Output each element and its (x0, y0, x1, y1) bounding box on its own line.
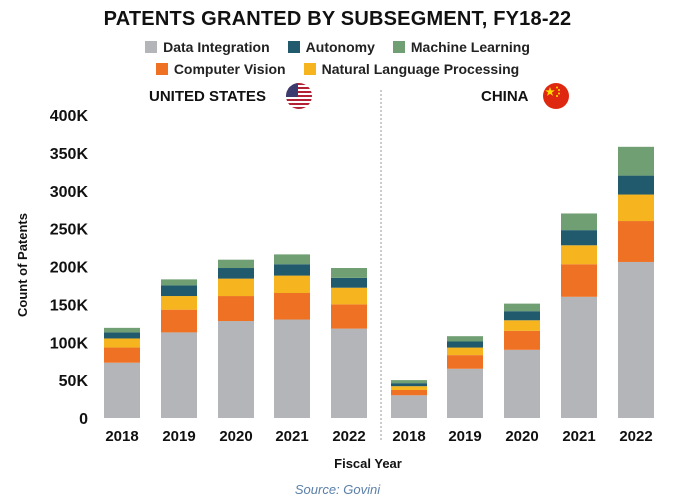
bar-segment-autonomy (218, 268, 254, 279)
bar-segment-data-integration (504, 349, 540, 418)
bar-segment-data-integration (618, 261, 654, 418)
y-tick-label: 350K (50, 146, 89, 163)
bar-segment-machine-learning (447, 336, 483, 342)
bar-segment-data-integration (104, 362, 140, 418)
bar-segment-natural-language-processing (161, 296, 197, 310)
y-tick-label: 50K (59, 373, 89, 390)
legend-label-computer-vision: Computer Vision (173, 61, 286, 77)
bar-segment-machine-learning (561, 213, 597, 231)
bar-segment-autonomy (391, 383, 427, 387)
bar-segment-autonomy (504, 311, 540, 321)
bar-segment-computer-vision (104, 347, 140, 363)
bar-segment-data-integration (447, 368, 483, 418)
bar-segment-computer-vision (161, 309, 197, 333)
y-tick-label: 0 (79, 411, 88, 428)
bar-segment-autonomy (104, 332, 140, 339)
legend-label-machine-learning: Machine Learning (410, 39, 530, 55)
y-tick-label: 250K (50, 222, 89, 239)
bar-segment-autonomy (447, 341, 483, 348)
x-tick-label: 2019 (448, 428, 481, 445)
bar-segment-data-integration (331, 328, 367, 418)
region-label-china: CHINA (481, 88, 529, 105)
bar-segment-machine-learning (618, 146, 654, 176)
legend-item-nlp: Natural Language Processing (303, 61, 520, 77)
x-tick-label: 2020 (219, 428, 252, 445)
legend-label-data-integration: Data Integration (163, 39, 270, 55)
legend-item-autonomy: Autonomy (287, 39, 375, 55)
bars (104, 146, 654, 418)
legend-item-machine-learning: Machine Learning (392, 39, 530, 55)
x-tick-label: 2021 (275, 428, 308, 445)
bar-segment-natural-language-processing (561, 245, 597, 265)
bar-segment-machine-learning (274, 254, 310, 265)
china-flag-icon (543, 83, 569, 109)
legend-item-data-integration: Data Integration (145, 39, 270, 55)
bar-segment-natural-language-processing (218, 278, 254, 297)
bar-segment-autonomy (331, 277, 367, 288)
legend-item-computer-vision: Computer Vision (155, 61, 286, 77)
legend-swatch-computer-vision (155, 63, 168, 75)
y-tick-label: 100K (50, 335, 89, 352)
bar-segment-machine-learning (391, 380, 427, 384)
x-tick-label: 2021 (562, 428, 595, 445)
legend-row-2: Computer Vision Natural Language Process… (0, 61, 675, 77)
bar-segment-computer-vision (447, 355, 483, 369)
x-tick-label: 2022 (619, 428, 652, 445)
y-tick-label: 400K (50, 108, 89, 125)
bar-segment-natural-language-processing (504, 320, 540, 331)
y-axis-ticks: 0 50K 100K 150K 200K 250K 300K 350K 400K (50, 108, 89, 428)
bar-segment-natural-language-processing (618, 194, 654, 222)
legend-label-autonomy: Autonomy (305, 39, 375, 55)
x-tick-label: 2018 (105, 428, 138, 445)
bar-segment-machine-learning (104, 327, 140, 333)
bar-segment-computer-vision (331, 304, 367, 329)
bar-segment-data-integration (274, 319, 310, 418)
bar-segment-data-integration (391, 395, 427, 418)
x-tick-label: 2022 (332, 428, 365, 445)
bar-segment-computer-vision (561, 264, 597, 297)
x-tick-label: 2018 (392, 428, 425, 445)
bar-segment-data-integration (161, 332, 197, 418)
y-tick-label: 300K (50, 184, 89, 201)
legend-label-nlp: Natural Language Processing (321, 61, 520, 77)
bar-segment-computer-vision (274, 293, 310, 320)
legend-swatch-machine-learning (392, 41, 405, 53)
bar-segment-data-integration (561, 296, 597, 418)
bar-segment-machine-learning (218, 259, 254, 269)
bar-segment-natural-language-processing (391, 386, 427, 390)
bar-segment-machine-learning (504, 303, 540, 312)
chart-title: PATENTS GRANTED BY SUBSEGMENT, FY18-22 (103, 8, 572, 30)
bar-segment-machine-learning (161, 279, 197, 286)
bar-segment-machine-learning (331, 268, 367, 278)
legend-swatch-autonomy (287, 41, 300, 53)
legend-row-1: Data Integration Autonomy Machine Learni… (0, 39, 675, 55)
bar-segment-computer-vision (218, 296, 254, 322)
bar-segment-autonomy (618, 175, 654, 195)
bar-segment-natural-language-processing (331, 287, 367, 305)
y-tick-label: 150K (50, 297, 89, 314)
region-label-us: UNITED STATES (149, 88, 266, 105)
x-axis-label: Fiscal Year (334, 456, 402, 471)
y-axis-label: Count of Patents (15, 213, 30, 317)
us-flag-icon (286, 83, 312, 109)
bar-segment-computer-vision (391, 389, 427, 396)
x-tick-label: 2020 (505, 428, 538, 445)
x-axis-ticks: 2018 2019 2020 2021 2022 2018 2019 2020 2021 2022 (105, 428, 652, 445)
bar-segment-data-integration (218, 321, 254, 418)
legend-swatch-nlp (303, 63, 316, 75)
bar-segment-natural-language-processing (104, 338, 140, 348)
y-tick-label: 200K (50, 260, 89, 277)
bar-segment-autonomy (561, 230, 597, 246)
bar-segment-computer-vision (504, 330, 540, 350)
source-note: Source: Govini (294, 482, 381, 497)
bar-segment-natural-language-processing (274, 275, 310, 294)
bar-segment-autonomy (274, 264, 310, 276)
bar-segment-computer-vision (618, 221, 654, 262)
legend-swatch-data-integration (145, 41, 158, 53)
bar-segment-natural-language-processing (447, 347, 483, 356)
x-tick-label: 2019 (162, 428, 195, 445)
bar-segment-autonomy (161, 285, 197, 297)
